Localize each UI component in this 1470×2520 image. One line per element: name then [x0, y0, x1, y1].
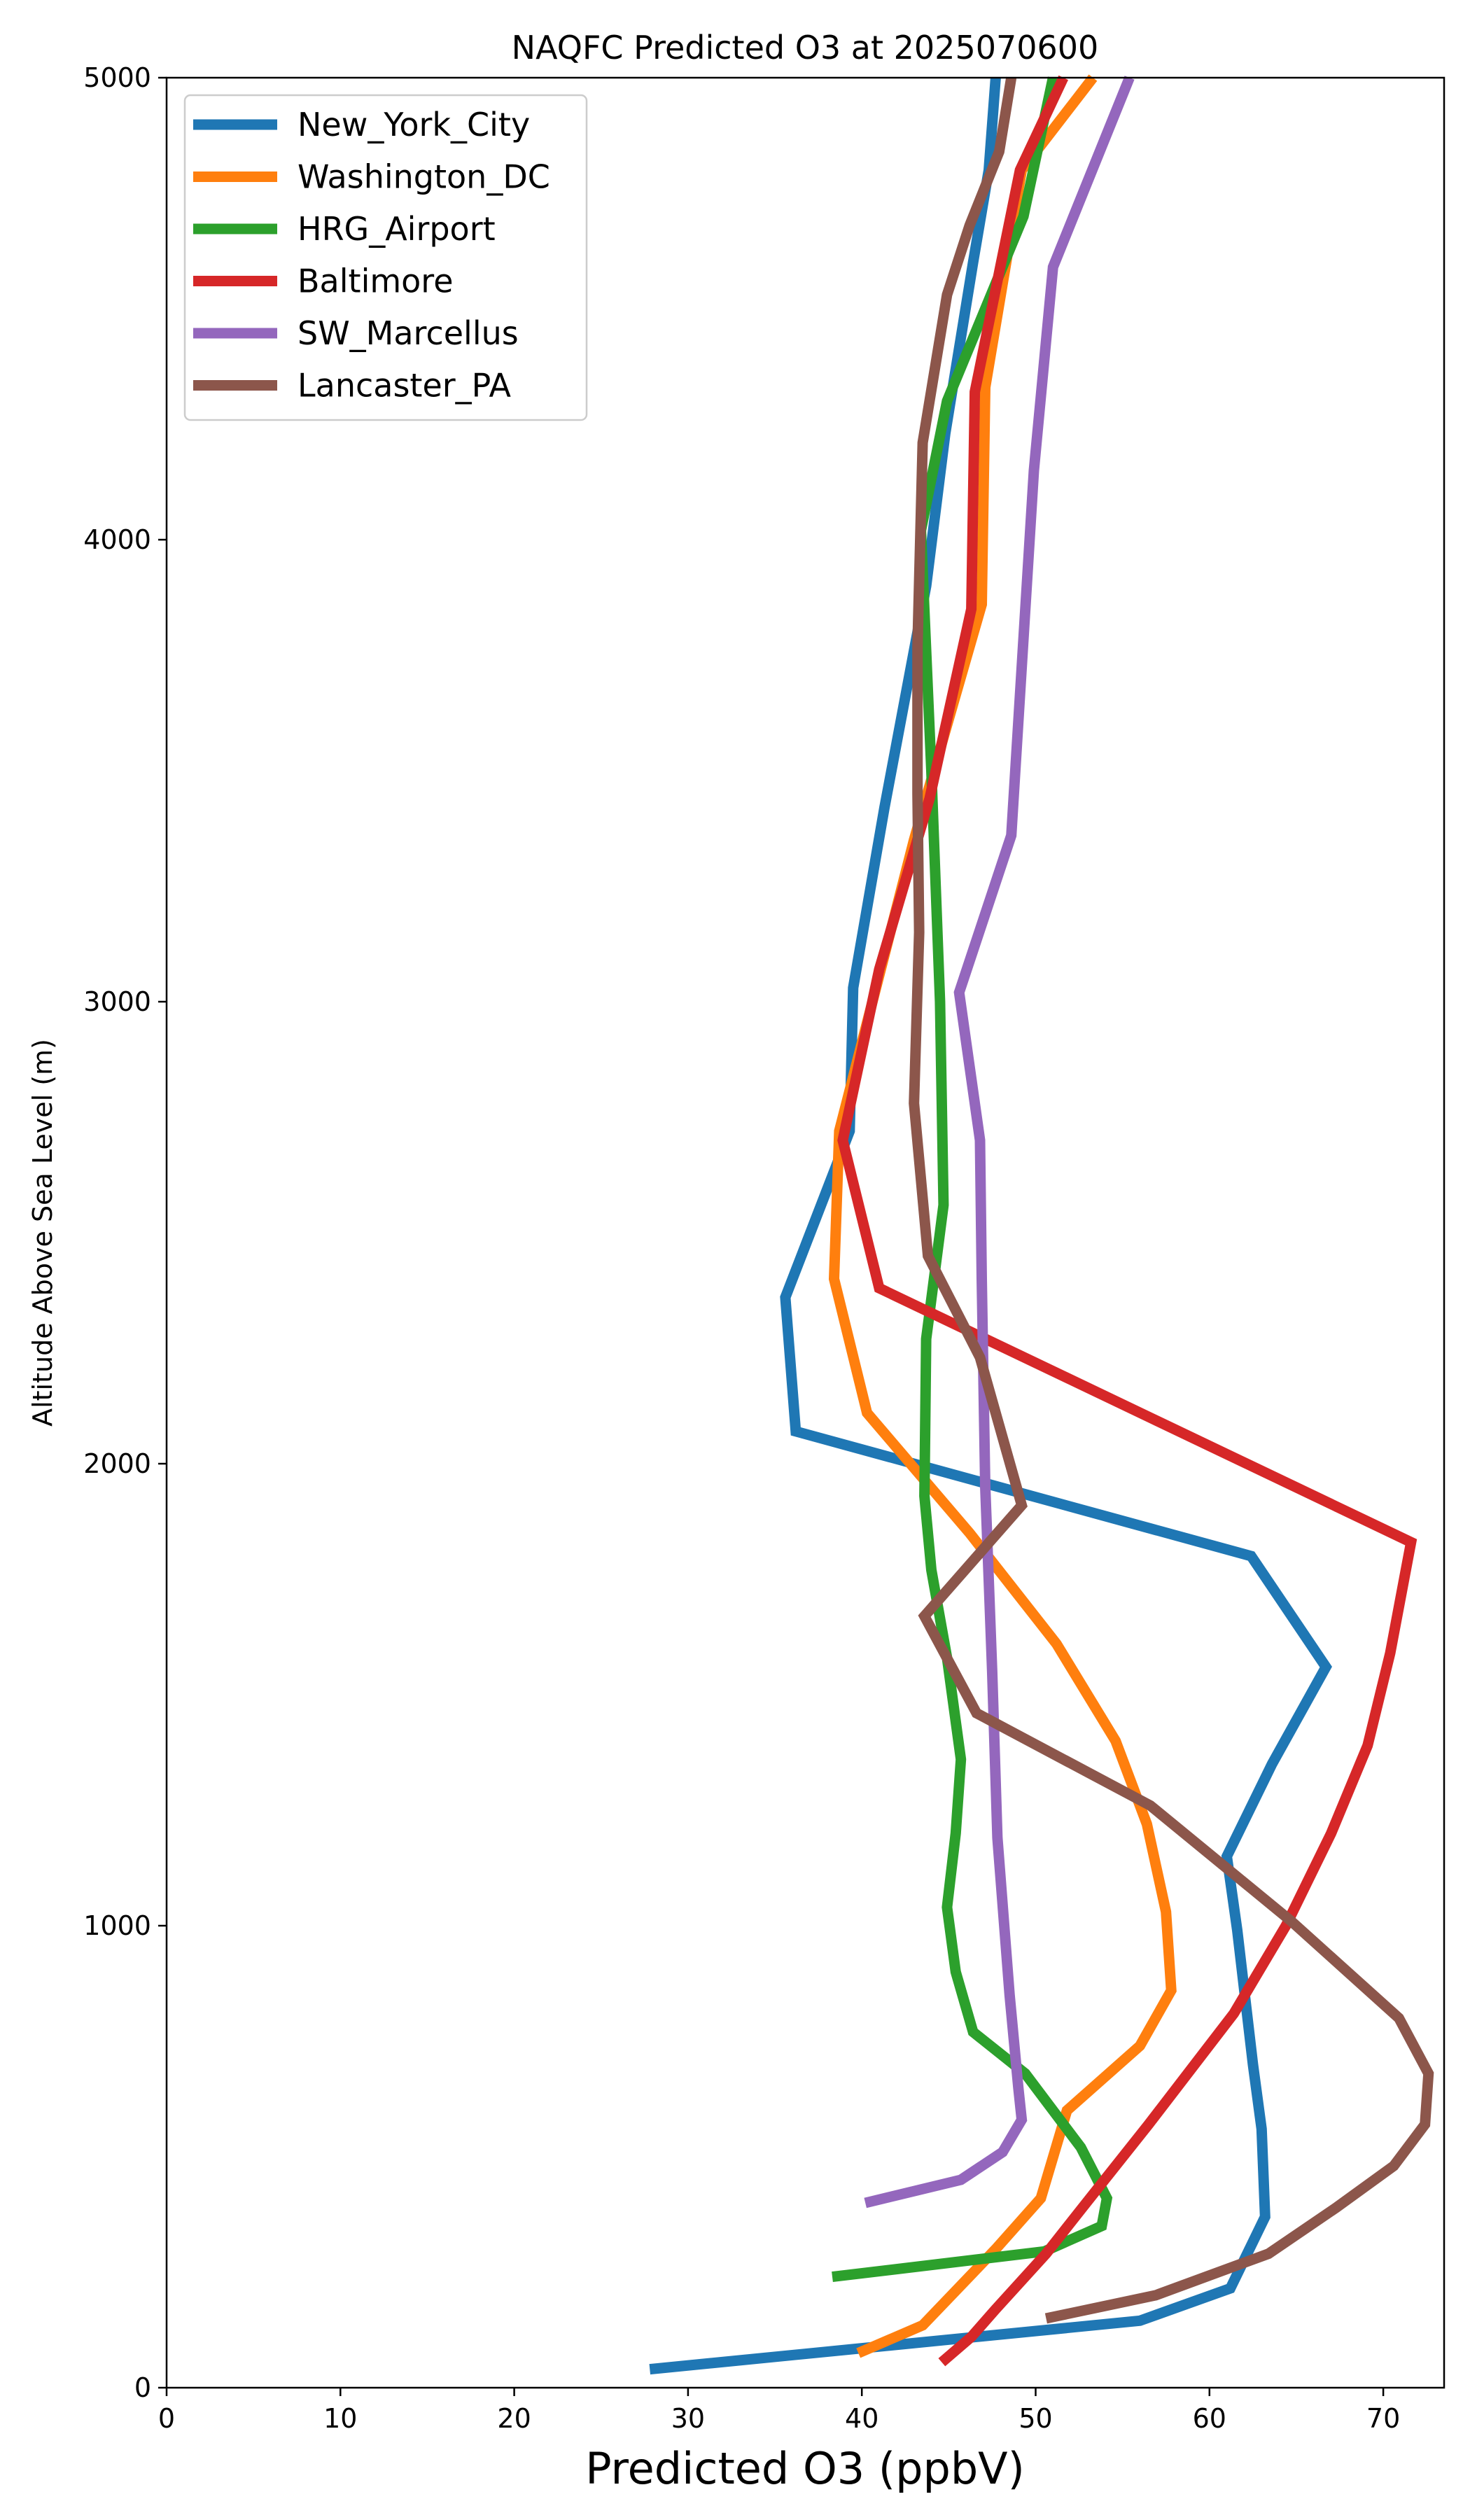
x-tick-label: 70 [1366, 2403, 1400, 2434]
legend-label-lancaster-pa: Lancaster_PA [298, 367, 511, 405]
plot-frame [165, 76, 1446, 2389]
legend-label-new-york-city: New_York_City [298, 106, 530, 144]
x-tick-label: 50 [1018, 2403, 1052, 2434]
legend-box [183, 94, 588, 421]
x-tick-label: 60 [1193, 2403, 1226, 2434]
y-tick-label: 4000 [83, 524, 151, 555]
chart-title: NAQFC Predicted O3 at 2025070600 [512, 29, 1099, 66]
y-tick-label: 2000 [83, 1448, 151, 1479]
series-line-lancaster-pa [909, 76, 1434, 2324]
series-line-new-york-city [649, 77, 1332, 2375]
x-tick-label: 20 [497, 2403, 531, 2434]
x-tick-label: 0 [158, 2403, 175, 2434]
legend-label-hrg-airport: HRG_Airport [298, 210, 496, 248]
legend: New_York_City Washington_DC HRG_Airport Bal… [183, 94, 588, 421]
y-tick-label: 5000 [83, 62, 151, 93]
series-line-washington-dc [828, 74, 1177, 2358]
x-tick-label: 10 [323, 2403, 357, 2434]
x-axis-label: Predicted O3 (ppbV) [585, 2443, 1025, 2494]
series-line-sw-marcellus [864, 76, 1135, 2208]
legend-label-washington-dc: Washington_DC [298, 158, 550, 196]
axes-layer: 0 10 20 30 40 50 60 70 0 1000 2000 3000 4000 5000 [83, 62, 1400, 2434]
series-line-baltimore [837, 75, 1418, 2367]
y-tick-label: 0 [134, 2372, 151, 2403]
y-tick-label: 3000 [83, 986, 151, 1017]
series-layer [649, 74, 1434, 2375]
y-axis-label: Altitude Above Sea Level (m) [27, 1039, 58, 1427]
x-tick-label: 40 [845, 2403, 878, 2434]
x-tick-label: 30 [671, 2403, 705, 2434]
legend-label-baltimore: Baltimore [298, 262, 454, 300]
series-line-hrg-airport [832, 76, 1113, 2283]
y-tick-label: 1000 [83, 1910, 151, 1941]
legend-label-sw-marcellus: SW_Marcellus [298, 314, 519, 352]
